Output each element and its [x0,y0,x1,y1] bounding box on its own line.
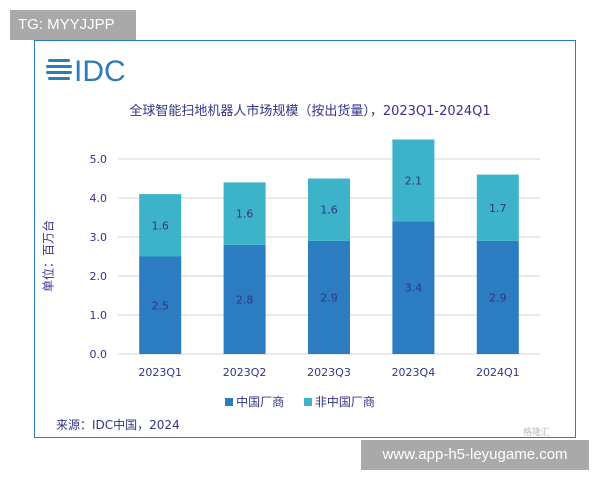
y-tick-label: 4.0 [90,192,108,205]
x-tick-label: 2023Q1 [138,366,182,379]
y-tick-label: 2.0 [90,270,108,283]
legend-item-china: 中国厂商 [225,395,284,409]
chart-frame [34,40,576,438]
bar-segment [476,240,519,354]
data-label: 1.6 [236,208,254,221]
data-label: 1.6 [151,219,169,232]
watermark-bottom: www.app-h5-leyugame.com [361,440,589,470]
data-label: 1.7 [489,202,507,215]
bar-segment [139,194,182,257]
data-label: 2.9 [489,291,507,304]
legend-label: 中国厂商 [236,395,285,409]
data-label: 1.6 [320,204,338,217]
legend-label: 非中国厂商 [314,395,375,409]
bar-segment [308,178,350,241]
x-tick-label: 2023Q3 [307,366,351,379]
y-tick-label: 1.0 [90,309,108,322]
legend: 中国厂商 非中国厂商 [0,393,600,410]
bar-segment [476,174,519,241]
legend-swatch [225,398,234,406]
bar-segment [223,182,266,245]
data-label: 3.4 [405,282,423,295]
x-tick-label: 2023Q2 [223,366,267,379]
data-label: 2.9 [320,291,338,304]
x-tick-label: 2024Q1 [476,366,520,379]
svg-text:IDC: IDC [74,55,126,84]
corner-logo: 格隆汇 [523,428,551,438]
legend-swatch [303,398,312,406]
bar-segment [392,139,435,222]
bar-segment [223,244,266,354]
source-note: 来源：IDC中国，2024 [56,418,180,432]
data-label: 2.1 [405,174,423,187]
y-tick-label: 5.0 [90,153,108,166]
legend-item-non-china: 非中国厂商 [303,395,375,409]
idc-logo: IDC [46,54,136,88]
data-label: 2.8 [236,293,254,306]
bar-segment [392,221,435,354]
watermark-top: TG: MYYJJPP [10,10,136,40]
y-tick-label: 3.0 [90,231,108,244]
x-tick-label: 2023Q4 [392,366,436,379]
bar-segment [308,240,350,354]
chart-title: 全球智能扫地机器人市场规模（按出货量），2023Q1-2024Q1 [129,104,491,119]
y-tick-label: 0.0 [90,348,108,361]
data-label: 2.5 [151,299,169,312]
bar-segment [139,256,182,354]
